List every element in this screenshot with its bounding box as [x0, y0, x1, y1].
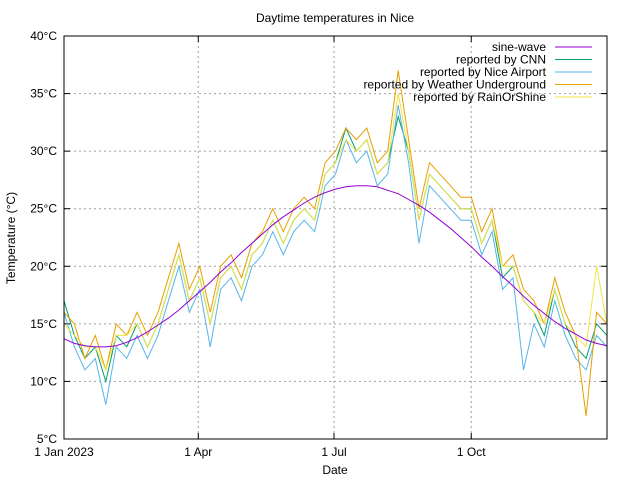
- series-line-0: [63, 185, 608, 348]
- chart-title: Daytime temperatures in Nice: [256, 11, 414, 25]
- series-line-2: [63, 105, 608, 405]
- legend-label: reported by Weather Underground: [363, 78, 546, 92]
- plot-border: [63, 35, 608, 440]
- x-tick-label: 1 Apr: [184, 445, 212, 459]
- legend-label: sine-wave: [492, 40, 546, 54]
- series-line-4: [63, 93, 608, 372]
- legend-label: reported by Nice Airport: [420, 65, 547, 79]
- series-line-3: [63, 70, 608, 417]
- y-tick-label: 30°C: [30, 144, 57, 158]
- y-tick-label: 25°C: [30, 202, 57, 216]
- x-axis-label: Date: [322, 463, 348, 477]
- x-tick-label: 1 Jan 2023: [34, 445, 94, 459]
- y-tick-label: 20°C: [30, 259, 57, 273]
- y-tick-label: 5°C: [37, 432, 57, 446]
- axis-ticks: 5°C 10°C 15°C 20°C 25°C 30°C 35°C 40°C 1 Jan 202…: [30, 29, 607, 459]
- x-tick-label: 1 Oct: [457, 445, 486, 459]
- y-tick-label: 35°C: [30, 87, 57, 101]
- y-tick-label: 40°C: [30, 29, 57, 43]
- y-tick-label: 10°C: [30, 374, 57, 388]
- legend-label: reported by CNN: [456, 53, 546, 67]
- y-axis-label: Temperature (°C): [4, 192, 18, 284]
- y-tick-label: 15°C: [30, 317, 57, 331]
- series-lines: [63, 70, 608, 417]
- legend-label: reported by RainOrShine: [413, 90, 546, 104]
- x-tick-label: 1 Jul: [321, 445, 346, 459]
